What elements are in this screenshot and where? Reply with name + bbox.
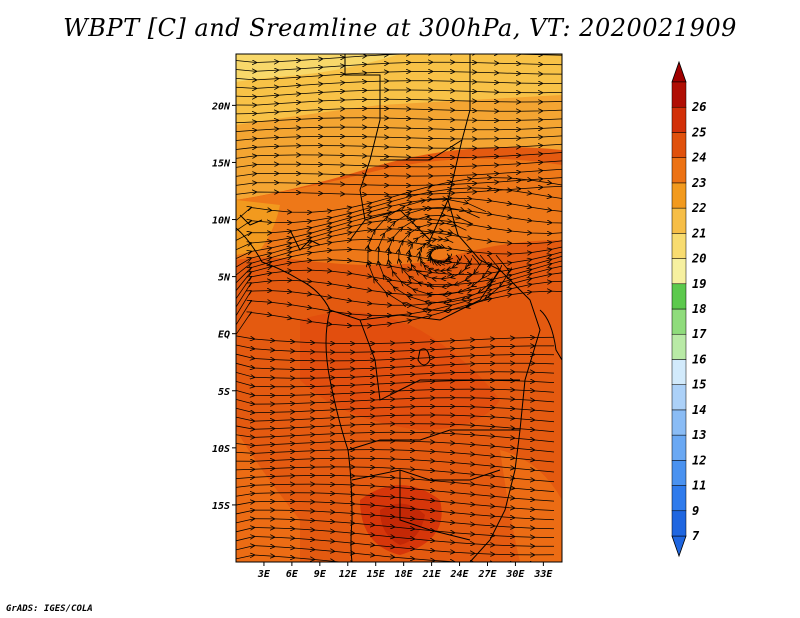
lon-tick-label: 15E [367,569,386,580]
streamline [236,109,562,115]
streamline [236,291,562,336]
map-frame [235,53,563,563]
colorbar-label: 20 [691,252,706,266]
lat-tick-label: 15S [212,501,230,512]
colorbar-label: 26 [691,100,706,114]
streamline [236,424,555,432]
colorbar-swatch [671,308,687,335]
colorbar-swatch [671,81,687,108]
lon-tick-label: 18E [395,569,414,580]
streamline [236,353,555,361]
colorbar-swatch [671,359,687,385]
chart-title: WBPT [C] and Sreamline at 300hPa, VT: 20… [63,14,737,42]
colorbar-label: 14 [692,403,706,417]
lon-tick-label: 24E [450,569,470,580]
streamline [236,362,555,370]
colorbar-label: 13 [692,428,706,442]
streamline [236,441,555,452]
streamline [236,344,554,352]
colorbar-label: 18 [692,302,706,316]
colorbar-label: 15 [692,378,706,392]
colorbar-swatch [671,207,687,234]
lat-tick-label: 15N [212,158,231,169]
lon-tick-label: 3E [257,569,271,580]
lon-tick-label: 27E [477,569,497,580]
colorbar-swatch [671,258,687,285]
streamline [236,555,554,562]
lat-tick-label: 20N [211,101,231,112]
streamline [236,335,555,344]
colorbar-swatch [671,283,687,310]
colorbar-swatch [671,182,687,209]
colorbar-label: 17 [692,327,707,341]
colorbar-swatch [671,510,687,537]
lat-tick-label: 10S [212,444,230,455]
streamlines [236,54,562,562]
lon-tick-label: 9E [314,569,327,580]
lon-tick-label: 33E [533,569,553,580]
colorbar-label: 21 [691,226,706,240]
colorbar-label: 16 [692,352,706,366]
lat-tick-label: 10N [212,216,231,227]
lat-tick-label: 5S [218,387,230,398]
footer-credit: GrADS: IGES/COLA [6,604,93,614]
colorbar-swatch [671,409,687,436]
colorbar-label: 9 [692,504,699,518]
colorbar-label: 12 [692,453,706,467]
streamline [236,406,555,412]
colorbar-label: 24 [691,151,706,165]
streamline [236,118,562,123]
colorbar-lower-arrow [671,535,687,558]
streamline [236,81,562,89]
colorbar-swatch [671,157,687,184]
streamline [236,99,562,105]
streamline [236,415,555,422]
colorbar: 7 9 11 12 13 14 15 16 17 18 19 20 21 22 23 24 25 26 [671,60,707,558]
colorbar-label: 23 [691,176,706,190]
streamline [236,136,562,141]
axis-ticks: 3E 6E 9E 12E 15E 18E 21E 24E 27E 30E 33E 20N 15N 10N 5… [211,101,553,580]
streamline [236,398,555,404]
colorbar-swatch [671,384,687,411]
colorbar-swatch [671,233,687,259]
streamline [236,72,562,80]
streamline [236,127,562,132]
lon-tick-label: 30E [505,569,525,580]
colorbar-label: 11 [692,479,706,493]
lon-tick-label: 21E [422,569,442,580]
colorbar-swatch [671,460,687,486]
colorbar-swatch [671,485,687,512]
lat-tick-label: 5N [218,273,231,284]
lat-tick-label: EQ [218,330,230,341]
streamline [236,152,562,159]
shaded-field [236,54,562,562]
colorbar-label: 25 [691,125,706,139]
lon-tick-label: 6E [286,569,299,580]
colorbar-swatch [671,333,687,360]
streamline [236,90,562,97]
lon-tick-label: 12E [339,569,358,580]
streamline [236,161,562,168]
streamline [368,199,510,311]
colorbar-label: 19 [692,277,706,291]
colorbar-swatch [671,132,687,158]
colorbar-label: 22 [691,201,706,215]
colorbar-swatch [671,106,687,133]
streamline [236,432,555,442]
country-borders [236,54,562,562]
colorbar-upper-arrow [671,60,687,83]
streamline [236,144,562,150]
colorbar-swatch [671,434,687,461]
colorbar-label: 7 [692,529,700,543]
